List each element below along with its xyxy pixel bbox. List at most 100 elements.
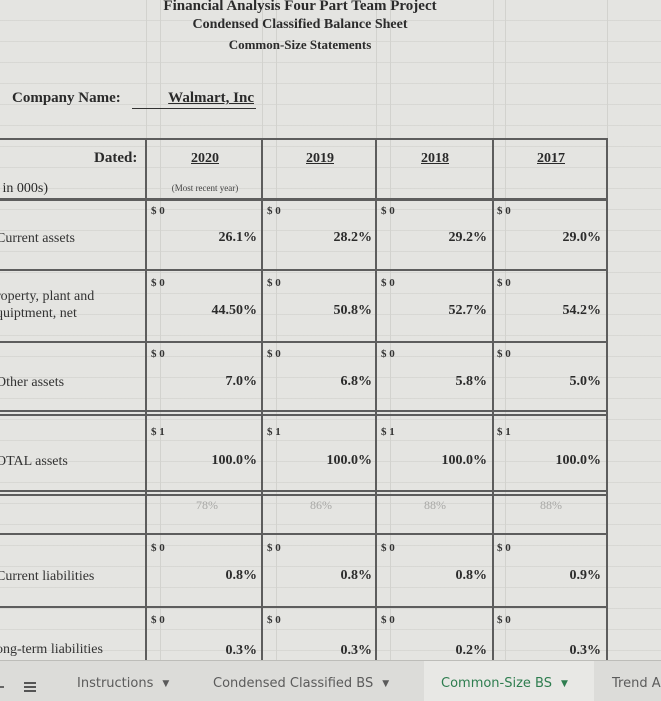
- ratio-cell[interactable]: 86%: [310, 498, 332, 512]
- year-2019: 2019: [306, 151, 334, 166]
- tab-label: Trend A: [612, 676, 661, 691]
- dollar-cell[interactable]: $ 0: [151, 205, 165, 217]
- tab-label: Common-Size BS: [441, 676, 553, 691]
- tab-instructions[interactable]: Instructions ▼: [77, 676, 169, 691]
- row-divider: [0, 490, 608, 492]
- dollar-cell[interactable]: $ 0: [381, 614, 395, 626]
- row-label-other-assets: Other assets: [0, 375, 65, 390]
- ratio-cell[interactable]: 88%: [540, 498, 562, 512]
- column-divider: [145, 138, 147, 660]
- dollar-cell[interactable]: $ 1: [381, 426, 395, 438]
- row-label-current-assets: Current assets: [0, 231, 75, 246]
- tab-common-size-bs[interactable]: Common-Size BS ▼: [441, 676, 568, 691]
- dollar-cell[interactable]: $ 0: [381, 348, 395, 360]
- dollar-cell[interactable]: $ 0: [381, 205, 395, 217]
- row-label-ppe-line2: quiptment, net: [0, 306, 77, 321]
- ratio-cell[interactable]: 78%: [196, 498, 218, 512]
- percent-cell[interactable]: 6.8%: [340, 374, 373, 389]
- year-2017: 2017: [537, 151, 565, 166]
- tab-label: Instructions: [77, 676, 154, 691]
- company-name-cell[interactable]: Walmart, Inc: [132, 90, 256, 109]
- percent-cell[interactable]: 28.2%: [333, 230, 373, 245]
- dollar-cell[interactable]: $ 0: [497, 348, 511, 360]
- dollar-cell[interactable]: $ 0: [267, 277, 281, 289]
- percent-cell[interactable]: 0.3%: [225, 643, 258, 658]
- percent-cell[interactable]: 0.2%: [455, 643, 488, 658]
- dollar-cell[interactable]: $ 0: [151, 277, 165, 289]
- gridline: [160, 0, 161, 660]
- most-recent-note: (Most recent year): [171, 183, 239, 193]
- percent-cell[interactable]: 26.1%: [218, 230, 258, 245]
- active-tab-background: [424, 661, 594, 701]
- company-name-label: Company Name:: [12, 90, 121, 106]
- add-sheet-icon[interactable]: [0, 686, 4, 688]
- percent-cell[interactable]: 100.0%: [441, 453, 488, 468]
- dollar-cell[interactable]: $ 1: [497, 426, 511, 438]
- percent-cell[interactable]: 0.8%: [455, 568, 488, 583]
- percent-cell[interactable]: 44.50%: [211, 303, 258, 318]
- percent-cell[interactable]: 100.0%: [211, 453, 258, 468]
- all-sheets-menu-icon[interactable]: [24, 682, 36, 692]
- dollar-cell[interactable]: $ 0: [267, 348, 281, 360]
- row-divider: [0, 199, 608, 201]
- year-2020: 2020: [191, 151, 219, 166]
- percent-cell[interactable]: 100.0%: [555, 453, 602, 468]
- row-label-ppe-line1: roperty, plant and: [0, 289, 95, 304]
- percent-cell[interactable]: 29.0%: [562, 230, 602, 245]
- report-subtitle-2: Common-Size Statements: [228, 37, 372, 52]
- dated-label: Dated:: [94, 150, 138, 166]
- dollar-cell[interactable]: $ 0: [381, 277, 395, 289]
- row-divider: [0, 410, 608, 412]
- gridline: [390, 0, 391, 660]
- row-label-ppe: roperty, plant and quiptment, net: [0, 288, 94, 322]
- row-label-long-term-liabilities: ong-term liabilities: [0, 642, 103, 657]
- percent-cell[interactable]: 0.8%: [225, 568, 258, 583]
- percent-cell[interactable]: 5.8%: [455, 374, 488, 389]
- units-label: $ in 000s): [0, 181, 48, 196]
- report-subtitle: Condensed Classified Balance Sheet: [192, 17, 408, 32]
- dollar-cell[interactable]: $ 0: [381, 542, 395, 554]
- dollar-cell[interactable]: $ 0: [151, 542, 165, 554]
- row-divider: [0, 494, 608, 496]
- row-divider: [0, 606, 608, 608]
- percent-cell[interactable]: 7.0%: [225, 374, 258, 389]
- tab-condensed-classified-bs[interactable]: Condensed Classified BS ▼: [213, 676, 389, 691]
- percent-cell[interactable]: 0.3%: [340, 643, 373, 658]
- column-divider: [606, 138, 608, 660]
- percent-cell[interactable]: 0.3%: [569, 643, 602, 658]
- percent-cell[interactable]: 50.8%: [333, 303, 373, 318]
- chevron-down-icon[interactable]: ▼: [382, 679, 390, 689]
- dollar-cell[interactable]: $ 0: [267, 614, 281, 626]
- percent-cell[interactable]: 54.2%: [562, 303, 602, 318]
- chevron-down-icon[interactable]: ▼: [561, 679, 568, 689]
- tab-label: Condensed Classified BS: [213, 676, 374, 691]
- company-name-value: Walmart, Inc: [168, 90, 254, 106]
- percent-cell[interactable]: 0.9%: [569, 568, 602, 583]
- spreadsheet-grid: [0, 0, 661, 660]
- dollar-cell[interactable]: $ 0: [267, 205, 281, 217]
- gridline: [276, 0, 277, 660]
- header-frame: [0, 138, 608, 200]
- row-label-total-assets: OTAL assets: [0, 454, 68, 469]
- column-divider: [375, 138, 377, 660]
- dollar-cell[interactable]: $ 1: [267, 426, 281, 438]
- dollar-cell[interactable]: $ 1: [151, 426, 165, 438]
- column-divider: [261, 138, 263, 660]
- dollar-cell[interactable]: $ 0: [497, 542, 511, 554]
- dollar-cell[interactable]: $ 0: [151, 614, 165, 626]
- percent-cell[interactable]: 29.2%: [448, 230, 488, 245]
- dollar-cell[interactable]: $ 0: [497, 277, 511, 289]
- dollar-cell[interactable]: $ 0: [497, 614, 511, 626]
- dollar-cell[interactable]: $ 0: [267, 542, 281, 554]
- row-label-current-liabilities: Current liabilities: [0, 569, 95, 584]
- chevron-down-icon[interactable]: ▼: [162, 679, 170, 689]
- dollar-cell[interactable]: $ 0: [151, 348, 165, 360]
- percent-cell[interactable]: 5.0%: [569, 374, 602, 389]
- row-divider: [0, 269, 608, 271]
- percent-cell[interactable]: 100.0%: [326, 453, 373, 468]
- percent-cell[interactable]: 52.7%: [448, 303, 488, 318]
- percent-cell[interactable]: 0.8%: [340, 568, 373, 583]
- dollar-cell[interactable]: $ 0: [497, 205, 511, 217]
- tab-trend-analysis[interactable]: Trend A: [612, 676, 661, 691]
- ratio-cell[interactable]: 88%: [424, 498, 446, 512]
